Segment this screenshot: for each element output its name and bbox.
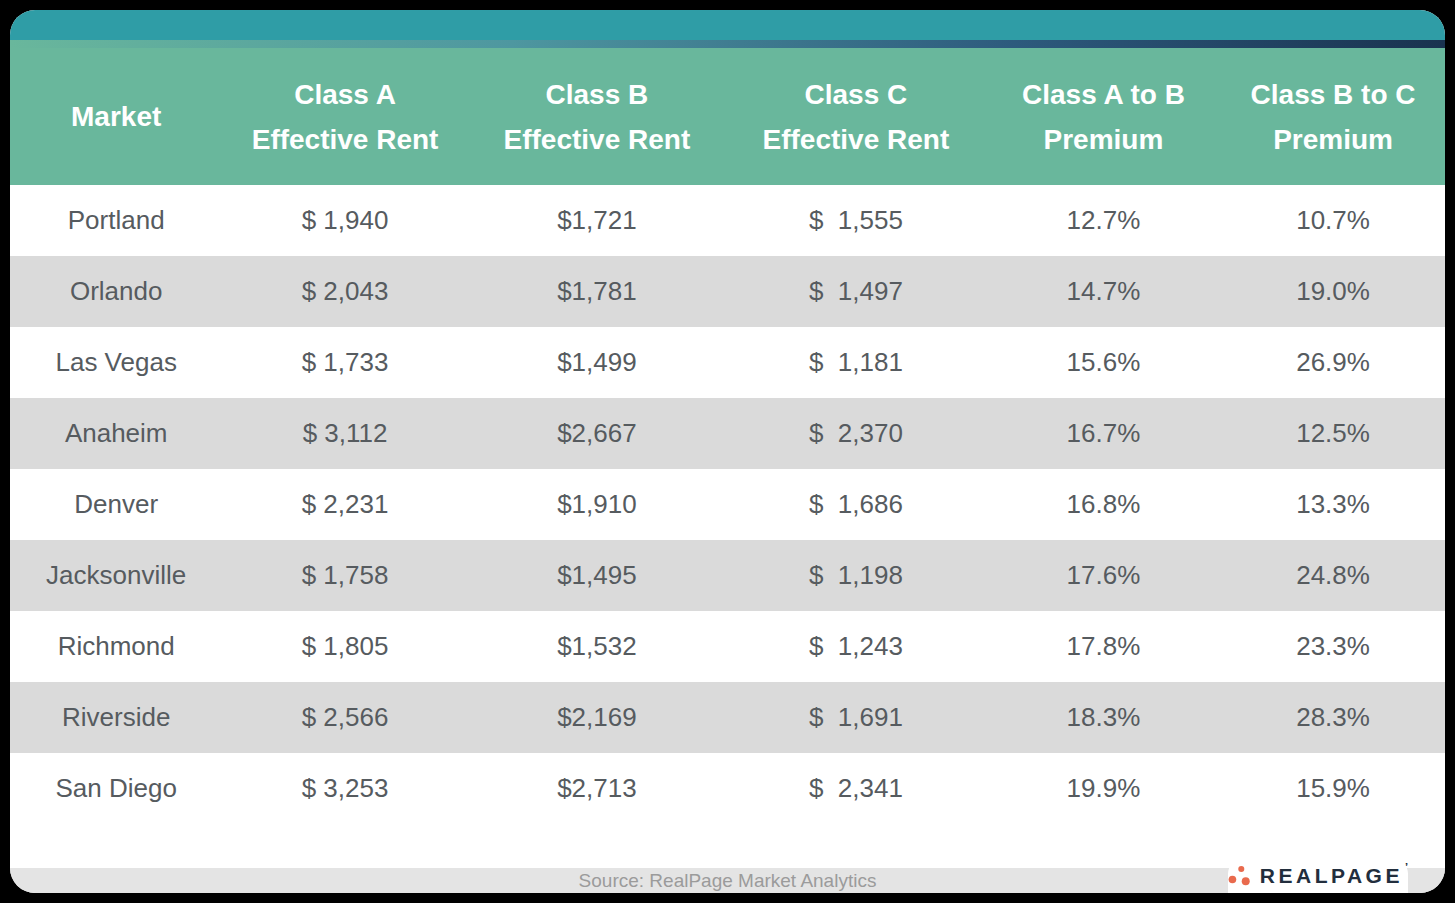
table-row: Portland $ 1,940 $1,721 $ 1,555 12.7% 10… [10, 185, 1445, 256]
table-body: Portland $ 1,940 $1,721 $ 1,555 12.7% 10… [10, 185, 1445, 824]
class-a-rent-cell: $ 1,940 [222, 205, 467, 236]
column-header-label: Class B [468, 72, 726, 117]
class-a-rent-cell: $ 3,112 [222, 418, 467, 449]
market-cell: Orlando [10, 276, 222, 307]
class-c-rent-cell: $ 1,691 [726, 702, 986, 733]
a-to-b-premium-cell: 16.8% [986, 489, 1221, 520]
market-cell: Riverside [10, 702, 222, 733]
a-to-b-premium-cell: 14.7% [986, 276, 1221, 307]
table-row: Riverside $ 2,566 $2,169 $ 1,691 18.3% 2… [10, 682, 1445, 753]
column-header-b-to-c-premium: Class B to C Premium [1221, 72, 1445, 162]
source-text: Source: RealPage Market Analytics [579, 870, 877, 891]
market-cell: Denver [10, 489, 222, 520]
column-header-label: Class A to B [986, 72, 1221, 117]
column-header-label: Premium [986, 117, 1221, 162]
column-header-class-a-rent: Class A Effective Rent [222, 72, 467, 162]
class-c-rent-cell: $ 1,198 [726, 560, 986, 591]
column-header-label: Class A [222, 72, 467, 117]
class-a-rent-cell: $ 1,733 [222, 347, 467, 378]
trademark-mark: ’ [1405, 861, 1408, 873]
b-to-c-premium-cell: 19.0% [1221, 276, 1445, 307]
class-c-rent-cell: $ 1,555 [726, 205, 986, 236]
b-to-c-premium-cell: 24.8% [1221, 560, 1445, 591]
column-header-class-b-rent: Class B Effective Rent [468, 72, 726, 162]
class-a-rent-cell: $ 2,043 [222, 276, 467, 307]
column-header-label: Market [10, 94, 222, 139]
column-header-label: Premium [1221, 117, 1445, 162]
b-to-c-premium-cell: 12.5% [1221, 418, 1445, 449]
rent-table-card: Market Class A Effective Rent Class B Ef… [10, 10, 1445, 893]
class-b-rent-cell: $1,781 [468, 276, 726, 307]
column-header-label: Effective Rent [468, 117, 726, 162]
class-b-rent-cell: $1,499 [468, 347, 726, 378]
b-to-c-premium-cell: 28.3% [1221, 702, 1445, 733]
market-cell: Portland [10, 205, 222, 236]
class-b-rent-cell: $2,713 [468, 773, 726, 804]
market-cell: Las Vegas [10, 347, 222, 378]
class-c-rent-cell: $ 1,686 [726, 489, 986, 520]
class-b-rent-cell: $1,721 [468, 205, 726, 236]
a-to-b-premium-cell: 12.7% [986, 205, 1221, 236]
class-b-rent-cell: $1,910 [468, 489, 726, 520]
market-cell: Anaheim [10, 418, 222, 449]
column-header-a-to-b-premium: Class A to B Premium [986, 72, 1221, 162]
table-row: Las Vegas $ 1,733 $1,499 $ 1,181 15.6% 2… [10, 327, 1445, 398]
column-header-label: Effective Rent [222, 117, 467, 162]
a-to-b-premium-cell: 17.6% [986, 560, 1221, 591]
a-to-b-premium-cell: 15.6% [986, 347, 1221, 378]
class-c-rent-cell: $ 1,181 [726, 347, 986, 378]
a-to-b-premium-cell: 16.7% [986, 418, 1221, 449]
class-b-rent-cell: $1,495 [468, 560, 726, 591]
market-cell: San Diego [10, 773, 222, 804]
b-to-c-premium-cell: 10.7% [1221, 205, 1445, 236]
gradient-strip [10, 40, 1445, 48]
realpage-logo: REALPAGE ’ [1228, 858, 1408, 893]
column-header-label: Class B to C [1221, 72, 1445, 117]
class-b-rent-cell: $2,169 [468, 702, 726, 733]
b-to-c-premium-cell: 23.3% [1221, 631, 1445, 662]
table-row: Denver $ 2,231 $1,910 $ 1,686 16.8% 13.3… [10, 469, 1445, 540]
class-c-rent-cell: $ 1,497 [726, 276, 986, 307]
realpage-logo-text: REALPAGE [1260, 864, 1403, 888]
a-to-b-premium-cell: 19.9% [986, 773, 1221, 804]
column-header-label: Class C [726, 72, 986, 117]
realpage-dots-icon [1228, 863, 1253, 889]
class-c-rent-cell: $ 2,370 [726, 418, 986, 449]
class-c-rent-cell: $ 2,341 [726, 773, 986, 804]
a-to-b-premium-cell: 17.8% [986, 631, 1221, 662]
table-row: Richmond $ 1,805 $1,532 $ 1,243 17.8% 23… [10, 611, 1445, 682]
b-to-c-premium-cell: 15.9% [1221, 773, 1445, 804]
market-cell: Richmond [10, 631, 222, 662]
market-cell: Jacksonville [10, 560, 222, 591]
class-b-rent-cell: $2,667 [468, 418, 726, 449]
class-c-rent-cell: $ 1,243 [726, 631, 986, 662]
class-a-rent-cell: $ 2,566 [222, 702, 467, 733]
b-to-c-premium-cell: 13.3% [1221, 489, 1445, 520]
column-header-market: Market [10, 94, 222, 139]
class-a-rent-cell: $ 3,253 [222, 773, 467, 804]
table-row: Jacksonville $ 1,758 $1,495 $ 1,198 17.6… [10, 540, 1445, 611]
class-a-rent-cell: $ 1,758 [222, 560, 467, 591]
table-row: Anaheim $ 3,112 $2,667 $ 2,370 16.7% 12.… [10, 398, 1445, 469]
bottom-spacer [10, 824, 1445, 868]
class-b-rent-cell: $1,532 [468, 631, 726, 662]
table-header-row: Market Class A Effective Rent Class B Ef… [10, 48, 1445, 185]
a-to-b-premium-cell: 18.3% [986, 702, 1221, 733]
class-a-rent-cell: $ 2,231 [222, 489, 467, 520]
column-header-class-c-rent: Class C Effective Rent [726, 72, 986, 162]
top-accent-bar [10, 10, 1445, 40]
column-header-label: Effective Rent [726, 117, 986, 162]
table-row: San Diego $ 3,253 $2,713 $ 2,341 19.9% 1… [10, 753, 1445, 824]
table-row: Orlando $ 2,043 $1,781 $ 1,497 14.7% 19.… [10, 256, 1445, 327]
class-a-rent-cell: $ 1,805 [222, 631, 467, 662]
b-to-c-premium-cell: 26.9% [1221, 347, 1445, 378]
